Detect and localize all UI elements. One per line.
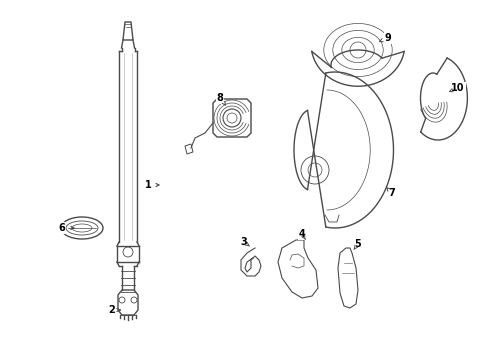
Text: 4: 4 <box>298 229 305 239</box>
Text: 8: 8 <box>217 93 223 103</box>
Text: 2: 2 <box>109 305 115 315</box>
Text: 6: 6 <box>59 223 65 233</box>
Text: 3: 3 <box>241 237 247 247</box>
Text: 5: 5 <box>355 239 362 249</box>
Text: 10: 10 <box>451 83 465 93</box>
Text: 1: 1 <box>145 180 151 190</box>
Text: 7: 7 <box>389 188 395 198</box>
Text: 9: 9 <box>385 33 392 43</box>
